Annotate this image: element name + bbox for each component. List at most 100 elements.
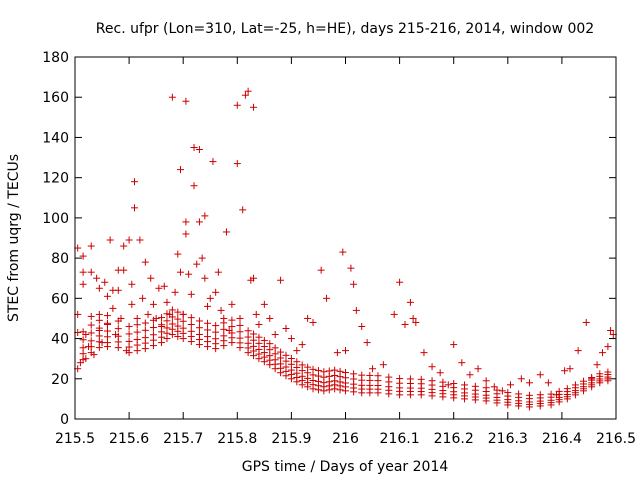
data-point <box>95 316 103 324</box>
data-point <box>298 341 306 349</box>
x-tick-label: 215.8 <box>217 431 257 447</box>
data-point <box>428 363 436 371</box>
data-point <box>171 288 179 296</box>
data-point <box>604 368 612 376</box>
data-point <box>458 359 466 367</box>
data-point <box>149 324 157 332</box>
data-point <box>190 144 198 151</box>
data-point <box>250 103 258 111</box>
data-point <box>379 361 387 369</box>
plot-frame <box>74 56 617 420</box>
data-point <box>174 315 182 323</box>
data-point <box>131 204 139 212</box>
data-point <box>144 310 152 318</box>
y-tick-label: 60 <box>51 291 69 307</box>
data-point <box>220 325 228 333</box>
data-point <box>277 348 285 356</box>
data-point <box>128 300 136 308</box>
chart-title: Rec. ufpr (Lon=310, Lat=-25, h=HE), days… <box>96 21 594 37</box>
data-point <box>333 349 341 357</box>
data-point <box>106 236 114 244</box>
data-point <box>507 381 515 389</box>
data-point <box>336 367 344 375</box>
data-point <box>168 320 176 328</box>
y-tick-label: 0 <box>60 412 69 428</box>
data-point <box>155 284 163 292</box>
data-point <box>390 310 398 318</box>
data-point <box>174 322 182 330</box>
data-point <box>339 248 347 256</box>
data-point <box>552 391 560 399</box>
data-point <box>260 342 268 350</box>
data-point <box>331 366 339 374</box>
data-point <box>82 355 90 363</box>
data-point <box>95 344 103 352</box>
data-point <box>228 316 236 324</box>
data-point <box>239 206 247 214</box>
y-tick-label: 120 <box>42 171 69 187</box>
y-tick-label: 100 <box>42 211 69 227</box>
data-point <box>396 278 404 286</box>
data-point <box>87 312 95 320</box>
x-axis-label: GPS time / Days of year 2014 <box>242 459 449 475</box>
data-point <box>149 331 157 339</box>
data-point <box>580 377 588 385</box>
data-point <box>561 367 569 375</box>
data-point <box>79 252 87 260</box>
data-point <box>466 371 474 379</box>
data-point <box>293 347 301 355</box>
data-point <box>323 294 331 302</box>
data-point <box>220 314 228 322</box>
data-point <box>228 300 236 308</box>
data-point <box>304 363 312 371</box>
data-point <box>163 298 171 306</box>
data-point <box>287 335 295 343</box>
data-point <box>525 391 533 399</box>
data-point <box>277 276 285 284</box>
data-point <box>187 327 195 335</box>
data-point <box>271 350 279 358</box>
data-point <box>277 354 285 362</box>
data-point <box>195 330 203 338</box>
data-point <box>220 332 228 340</box>
data-point <box>347 264 355 272</box>
data-point <box>406 298 414 306</box>
data-point <box>515 390 523 398</box>
data-point <box>195 146 203 154</box>
data-point <box>195 317 203 325</box>
y-tick-label: 160 <box>42 90 69 106</box>
data-point <box>314 367 322 375</box>
data-point <box>141 258 149 266</box>
x-tick-label: 215.6 <box>109 431 149 447</box>
data-point <box>444 381 452 389</box>
data-point <box>87 329 95 337</box>
data-point <box>363 339 371 347</box>
data-point <box>547 390 555 398</box>
data-point <box>250 274 258 282</box>
data-point <box>187 314 195 322</box>
data-point <box>125 330 133 338</box>
data-point <box>233 160 241 168</box>
data-point <box>250 330 258 338</box>
data-point <box>103 312 111 320</box>
data-point <box>79 350 87 358</box>
data-point <box>350 280 358 288</box>
x-tick-label: 215.5 <box>55 431 95 447</box>
x-tick-label: 215.9 <box>271 431 311 447</box>
axis-ticks <box>74 56 617 420</box>
data-point <box>498 387 506 395</box>
data-point <box>112 331 120 339</box>
data-point <box>133 314 141 322</box>
data-point <box>598 349 606 357</box>
data-point <box>93 274 101 282</box>
data-point <box>122 347 130 355</box>
data-point <box>504 389 512 397</box>
data-point <box>117 314 125 322</box>
data-point <box>266 346 274 354</box>
data-point <box>82 331 90 339</box>
y-tick-label: 180 <box>42 50 69 66</box>
data-point <box>179 324 187 332</box>
data-point <box>90 351 98 359</box>
data-point <box>204 326 212 334</box>
data-point <box>358 322 366 330</box>
